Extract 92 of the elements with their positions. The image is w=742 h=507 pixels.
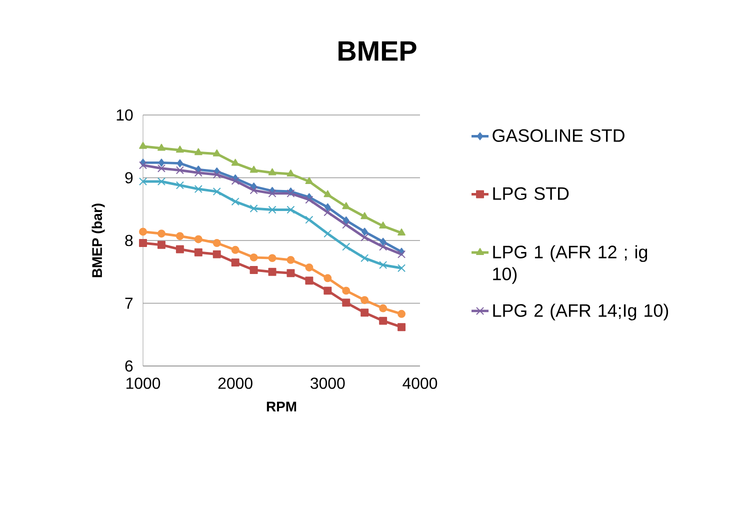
point — [250, 166, 258, 173]
point — [268, 254, 276, 262]
point — [379, 304, 388, 312]
point — [176, 159, 184, 168]
point — [250, 253, 258, 262]
point — [139, 142, 147, 149]
x-tick-label: 4000 — [402, 378, 438, 389]
point — [342, 202, 350, 210]
point — [398, 228, 406, 236]
point — [305, 216, 314, 224]
point — [176, 181, 184, 190]
point — [212, 239, 221, 247]
point — [379, 242, 388, 251]
legend-label: GASOLINE STD — [492, 129, 624, 142]
y-tick-label: 10 — [116, 109, 133, 121]
point — [360, 308, 369, 317]
point — [212, 149, 221, 156]
y-tick-label: 9 — [125, 172, 133, 184]
point — [324, 190, 332, 198]
point — [380, 238, 386, 246]
point — [342, 286, 350, 295]
point — [157, 240, 166, 249]
point — [379, 260, 388, 269]
point — [398, 250, 406, 258]
point — [360, 254, 369, 262]
point — [250, 204, 258, 213]
point — [231, 176, 240, 185]
point — [268, 189, 276, 198]
point — [360, 212, 369, 220]
y-tick-label: 6 — [125, 360, 133, 372]
point — [157, 164, 166, 172]
point — [157, 177, 166, 186]
point — [176, 166, 184, 174]
point — [139, 228, 147, 236]
point — [158, 158, 165, 167]
point — [176, 232, 184, 240]
point — [343, 216, 350, 224]
point — [398, 310, 406, 318]
point — [324, 286, 332, 295]
point — [194, 168, 202, 177]
point — [286, 169, 295, 176]
point — [268, 168, 276, 176]
x-axis-title: RPM — [266, 402, 296, 412]
point — [268, 268, 276, 276]
point — [324, 203, 331, 212]
point — [138, 177, 148, 186]
point — [324, 274, 332, 282]
point — [212, 170, 221, 179]
legend-label: LPG 2 (AFR 14;Ig 10) — [493, 304, 668, 320]
point — [398, 323, 406, 332]
y-axis-title: BMEP (bar) — [92, 204, 105, 278]
point — [379, 316, 388, 325]
point — [305, 263, 314, 272]
point — [139, 239, 147, 247]
point — [360, 233, 369, 242]
point — [194, 248, 202, 256]
x-tick-label: 2000 — [218, 378, 252, 389]
point — [231, 158, 240, 166]
legend-label: LPG 1 (AFR 12 ; ig 10) — [493, 245, 648, 284]
legend-label: LPG STD — [493, 187, 569, 200]
x-tick-label: 1000 — [126, 378, 160, 389]
point — [250, 186, 258, 194]
point — [286, 269, 295, 278]
y-tick-label: 7 — [125, 298, 133, 309]
point — [194, 235, 202, 244]
point — [305, 177, 314, 184]
x-tick-label: 3000 — [310, 378, 345, 389]
point — [305, 276, 314, 285]
point — [286, 206, 295, 214]
point — [305, 196, 314, 204]
point — [361, 228, 368, 236]
point — [231, 258, 240, 266]
point — [286, 256, 295, 264]
point — [158, 144, 166, 151]
point — [342, 298, 350, 307]
point — [250, 266, 258, 274]
point — [360, 296, 369, 304]
point — [398, 264, 406, 272]
point — [342, 220, 350, 229]
point — [212, 188, 221, 196]
point — [138, 161, 148, 170]
point — [231, 198, 240, 206]
point — [176, 245, 184, 254]
point — [231, 246, 240, 254]
point — [194, 185, 202, 194]
point — [176, 146, 184, 153]
point — [194, 148, 202, 156]
point — [212, 250, 221, 258]
point — [268, 206, 276, 214]
y-tick-label: 8 — [125, 234, 133, 246]
chart-title: BMEP — [338, 41, 416, 61]
point — [157, 230, 166, 238]
